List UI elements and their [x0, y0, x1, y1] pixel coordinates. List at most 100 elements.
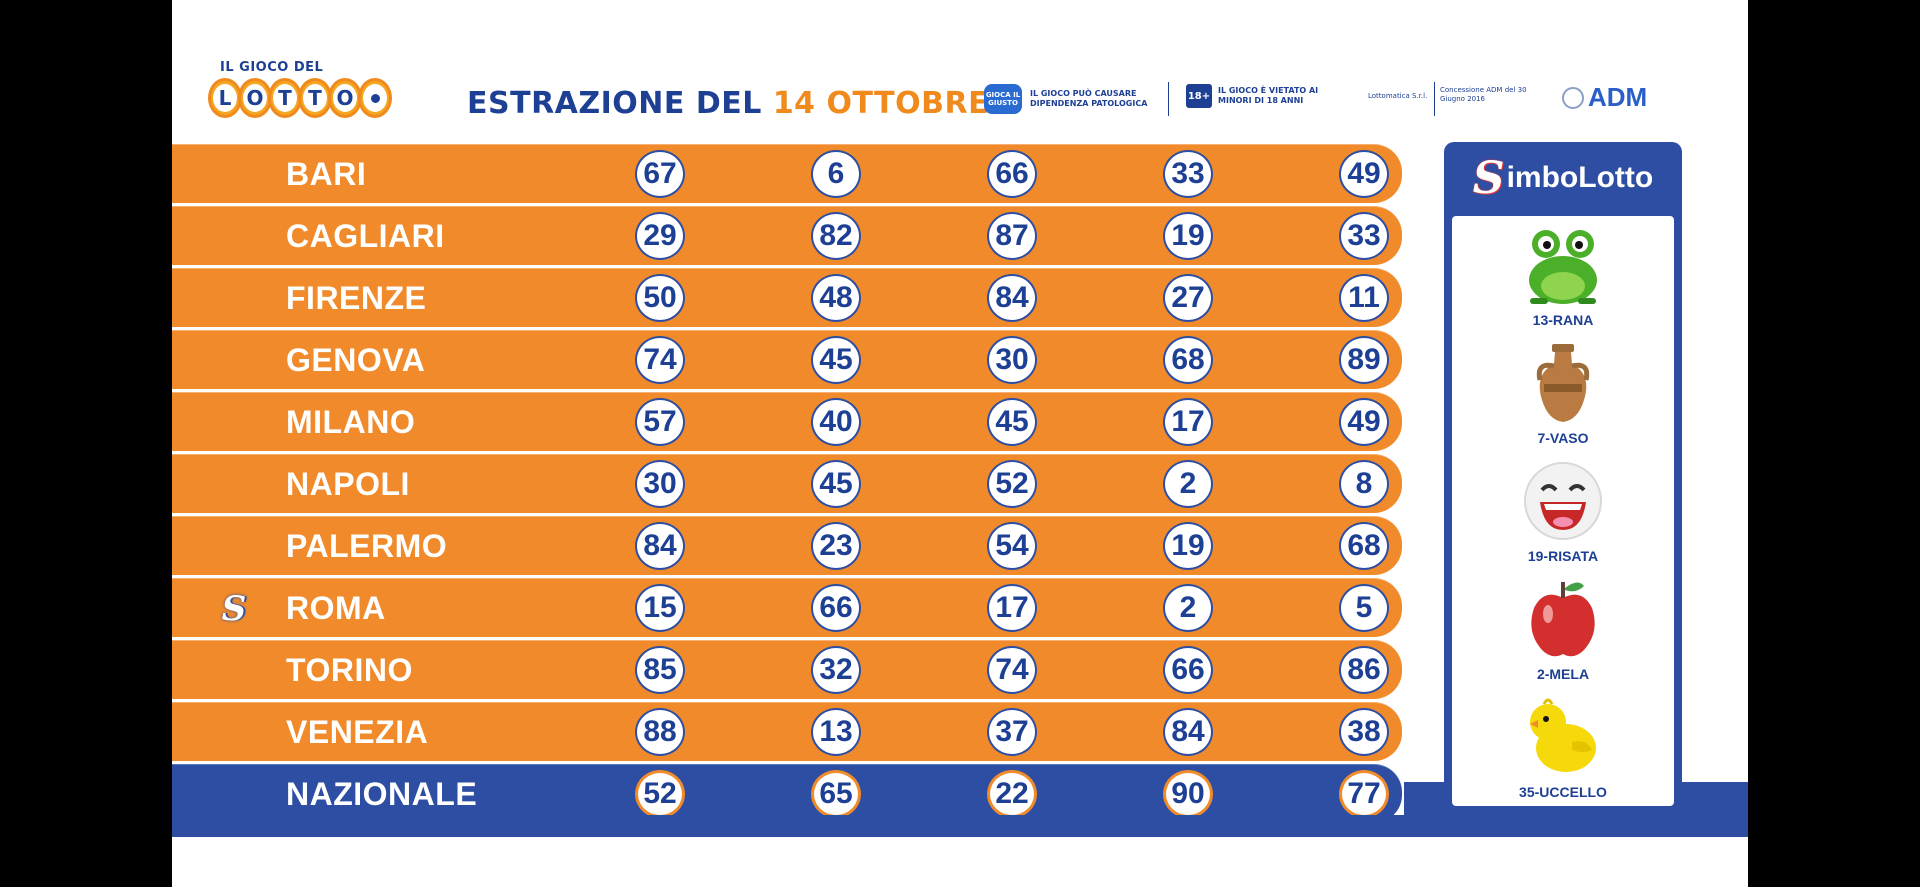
number-ball: 8 [1339, 460, 1389, 508]
footer-band [172, 815, 1748, 837]
symbol-label: 35-UCCELLO [1519, 784, 1607, 800]
number-ball: 2 [1163, 584, 1213, 632]
table-row-bari: BARI 67 6 66 33 49 [172, 144, 1402, 203]
number-ball: 17 [987, 584, 1037, 632]
number-ball: 67 [635, 150, 685, 198]
number-ball: 84 [1163, 708, 1213, 756]
concession-text: Concessione ADM del 30 Giugno 2016 [1440, 86, 1527, 103]
republic-emblem-icon [1562, 86, 1584, 109]
page-title: ESTRAZIONE DEL 14 OTTOBRE [467, 86, 989, 121]
number-ball: 33 [1339, 212, 1389, 260]
table-row-torino: TORINO 85 32 74 66 86 [172, 640, 1402, 699]
number-ball: 13 [811, 708, 861, 756]
number-ball: 87 [987, 212, 1037, 260]
city-name: BARI [286, 156, 367, 192]
adm-logo: ADM [1562, 82, 1647, 113]
table-row-roma: S ROMA 15 66 17 2 5 [172, 578, 1402, 637]
number-ball: 74 [635, 336, 685, 384]
number-ball: 38 [1339, 708, 1389, 756]
city-name: MILANO [286, 404, 416, 440]
number-ball: 5 [1339, 584, 1389, 632]
number-ball: 74 [987, 646, 1037, 694]
city-name: PALERMO [286, 528, 448, 564]
city-name: NAZIONALE [286, 776, 478, 812]
number-ball: 22 [987, 770, 1037, 818]
number-ball: 50 [635, 274, 685, 322]
number-ball: 84 [635, 522, 685, 570]
number-ball: 68 [1163, 336, 1213, 384]
logo-letter: T [303, 84, 327, 112]
city-name: VENEZIA [286, 714, 429, 750]
number-ball: 17 [1163, 398, 1213, 446]
divider [1168, 82, 1169, 116]
city-name: GENOVA [286, 342, 426, 378]
lotto-results-screen: IL GIOCO DEL L O T T O ESTRAZIONE DEL 14… [172, 0, 1748, 887]
city-name: NAPOLI [286, 466, 410, 502]
number-ball: 77 [1339, 770, 1389, 818]
logo-caption: IL GIOCO DEL [220, 60, 324, 75]
symbol-item: 7-VASO [1452, 334, 1674, 452]
frog-icon [1529, 230, 1597, 304]
number-ball: 82 [811, 212, 861, 260]
number-ball: 37 [987, 708, 1037, 756]
number-ball: 85 [635, 646, 685, 694]
number-ball: 19 [1163, 212, 1213, 260]
city-name: ROMA [286, 590, 386, 626]
number-ball: 2 [1163, 460, 1213, 508]
number-ball: 66 [1163, 646, 1213, 694]
number-ball: 54 [987, 522, 1037, 570]
symbol-label: 19-RISATA [1527, 548, 1599, 564]
number-ball: 84 [987, 274, 1037, 322]
number-ball: 19 [1163, 522, 1213, 570]
table-row-genova: GENOVA 74 45 30 68 89 [172, 330, 1402, 389]
number-ball: 30 [635, 460, 685, 508]
number-ball: 57 [635, 398, 685, 446]
number-ball: 90 [1163, 770, 1213, 818]
table-row-palermo: PALERMO 84 23 54 19 68 [172, 516, 1402, 575]
number-ball: 40 [811, 398, 861, 446]
number-ball: 52 [987, 460, 1037, 508]
simbolotto-wheel-icon: S [221, 589, 247, 629]
adm-label: ADM [1588, 82, 1648, 112]
symbol-label: 2-MELA [1536, 666, 1590, 682]
logo-letter: T [273, 84, 297, 112]
results-table: BARI 67 6 66 33 49 CAGLIARI 29 82 87 19 … [172, 144, 1402, 826]
number-ball: 29 [635, 212, 685, 260]
minors-notice-text: IL GIOCO È VIETATO AI MINORI DI 18 ANNI [1218, 86, 1319, 105]
logo-letters: L O T T O [208, 78, 392, 118]
vase-icon [1536, 344, 1590, 422]
number-ball: 45 [811, 460, 861, 508]
divider [1434, 82, 1435, 116]
logo-letter: O [333, 84, 357, 112]
simbolotto-s-icon: S [1472, 152, 1505, 204]
city-name: CAGLIARI [286, 218, 445, 254]
number-ball: 68 [1339, 522, 1389, 570]
number-ball: 52 [635, 770, 685, 818]
chick-icon [1530, 698, 1596, 772]
operator-text: Lottomatica S.r.l. [1368, 92, 1428, 100]
city-name: TORINO [286, 652, 413, 688]
draw-date: 14 OTTOBRE [772, 86, 990, 121]
number-ball: 11 [1339, 274, 1389, 322]
number-ball: 65 [811, 770, 861, 818]
number-ball: 66 [811, 584, 861, 632]
number-ball: 30 [987, 336, 1037, 384]
number-ball: 89 [1339, 336, 1389, 384]
symbol-label: 7-VASO [1537, 430, 1589, 446]
laughing-face-icon [1524, 462, 1602, 540]
number-ball: 48 [811, 274, 861, 322]
symbol-item: 2-MELA [1452, 570, 1674, 688]
lotto-logo: IL GIOCO DEL L O T T O [208, 58, 392, 128]
simbolotto-title: imboLotto [1506, 161, 1654, 194]
pathology-notice: GIOCA IL GIUSTO IL GIOCO PUÒ CAUSARE DIP… [984, 84, 1160, 114]
number-ball: 27 [1163, 274, 1213, 322]
symbol-item: 19-RISATA [1452, 452, 1674, 570]
symbol-item: 35-UCCELLO [1452, 688, 1674, 806]
symbol-item: 13-RANA [1452, 216, 1674, 334]
title-prefix: ESTRAZIONE DEL [467, 86, 762, 121]
number-ball: 6 [811, 150, 861, 198]
number-ball: 49 [1339, 398, 1389, 446]
apple-icon [1531, 582, 1595, 657]
age-18-icon: 18+ [1186, 84, 1212, 108]
simbolotto-panel: S imboLotto 13-RANA [1444, 142, 1682, 814]
